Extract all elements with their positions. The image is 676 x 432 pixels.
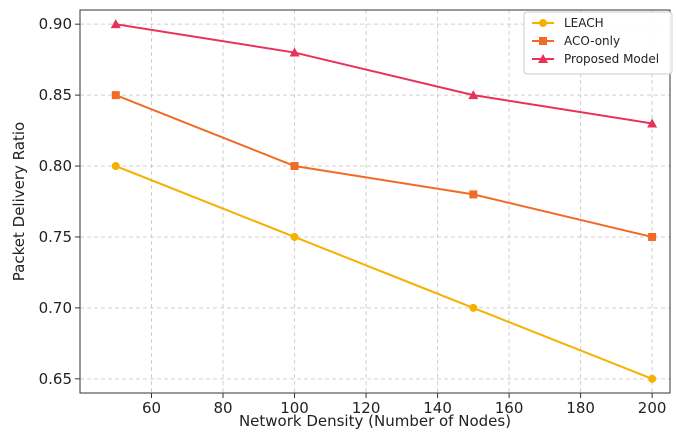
data-point-leach [290,232,299,241]
data-point-leach [469,303,478,312]
y-tick-label: 0.70 [39,299,72,317]
x-tick-label: 200 [638,399,667,417]
data-point-leach [648,374,657,383]
series-line-aco-only [115,94,653,238]
x-axis-ticks: 60 80 100 120 140 160 180 200 [142,393,666,417]
plot-frame [79,9,671,394]
series-line-proposed-model [115,23,653,125]
x-tick-label: 180 [566,399,595,417]
y-tick-label: 0.65 [39,370,72,388]
data-point-aco-only [111,91,120,100]
data-point-proposed-model [468,90,479,100]
data-point-proposed-model [647,118,658,128]
y-tick-label: 0.90 [39,15,72,33]
data-point-aco-only [290,162,299,171]
legend-label: ACO-only [564,34,620,48]
data-point-aco-only [648,232,657,241]
legend-label: LEACH [564,16,604,30]
data-point-leach [111,162,120,171]
y-tick-label: 0.85 [39,86,72,104]
legend-item-proposed-model: Proposed Model [532,52,659,66]
legend-item-aco-only: ACO-only [532,34,620,48]
y-axis-title: Packet Delivery Ratio [10,122,28,281]
legend-marker [538,54,548,63]
y-axis-ticks: 0.65 0.70 0.75 0.80 0.85 0.90 [39,15,80,388]
x-tick-label: 120 [352,399,381,417]
y-tick-label: 0.75 [39,228,72,246]
x-tick-label: 100 [280,399,309,417]
series-layer [110,19,658,383]
data-point-proposed-model [289,47,300,57]
x-axis-title: Network Density (Number of Nodes) [239,412,511,430]
x-tick-label: 140 [423,399,452,417]
series-proposed-model [110,19,658,128]
series-aco-only [111,91,657,241]
legend-marker [539,19,547,27]
legend-marker [539,37,547,45]
series-line-leach [115,165,653,380]
legend-box [523,11,673,75]
series-leach [111,162,657,383]
x-tick-label: 80 [213,399,232,417]
data-point-aco-only [469,190,478,199]
legend: LEACH ACO-only Proposed Model [523,11,673,75]
x-tick-label: 160 [495,399,524,417]
data-point-proposed-model [110,19,121,29]
legend-label: Proposed Model [564,52,659,66]
y-tick-label: 0.80 [39,157,72,175]
x-tick-label: 60 [142,399,161,417]
legend-item-leach: LEACH [532,16,604,30]
